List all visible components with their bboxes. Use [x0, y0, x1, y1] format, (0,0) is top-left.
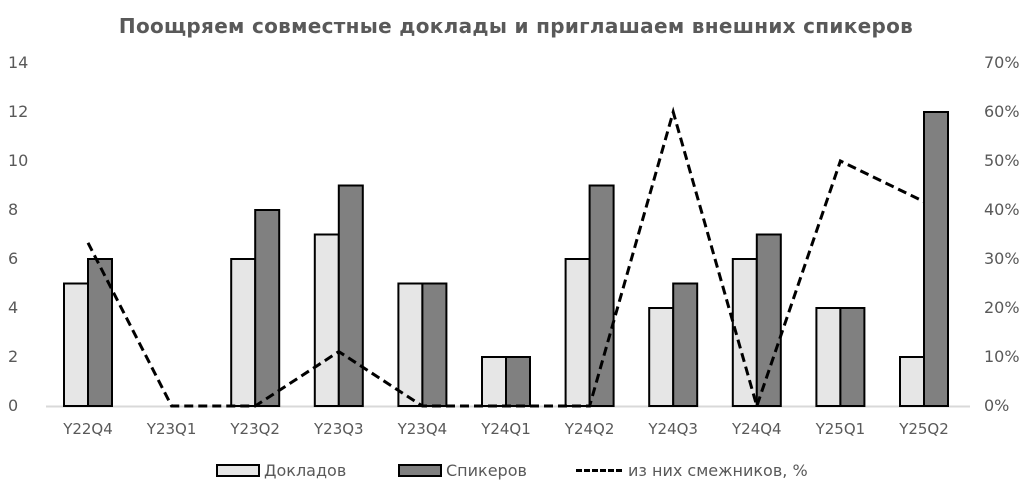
y2-tick-70: 70% — [984, 53, 1020, 72]
y2-tick-20: 20% — [984, 298, 1020, 317]
bar-speakers — [672, 282, 699, 407]
y-tick-6: 6 — [8, 249, 19, 268]
y2-tick-10: 10% — [984, 347, 1020, 366]
chart-title: Поощряем совместные доклады и приглашаем… — [118, 14, 914, 38]
y-tick-0: 0 — [8, 396, 19, 415]
y2-tick-60: 60% — [984, 102, 1020, 121]
legend-swatch-dark-bar — [398, 463, 442, 477]
bar-reports — [815, 307, 842, 407]
bar-reports — [230, 258, 257, 407]
x-tick-label: Y25Q1 — [815, 420, 866, 438]
legend-item-related: из них смежников, % — [576, 458, 808, 482]
y-tick-4: 4 — [8, 298, 19, 317]
bar-reports — [313, 233, 340, 407]
x-tick-label: Y24Q4 — [731, 420, 782, 438]
x-tick-label: Y23Q2 — [230, 420, 280, 438]
bar-speakers — [588, 184, 615, 407]
bar-speakers — [505, 356, 531, 407]
bar-series — [63, 111, 949, 407]
y-tick-10: 10 — [8, 151, 29, 170]
y2-tick-40: 40% — [984, 200, 1020, 219]
legend-swatch-dashed-line — [576, 468, 622, 472]
legend-label-related: из них смежников, % — [628, 460, 808, 480]
y-tick-8: 8 — [8, 200, 19, 219]
bar-reports — [63, 282, 89, 407]
bar-reports — [899, 356, 925, 407]
bar-speakers — [337, 184, 364, 407]
x-tick-label: Y25Q2 — [899, 420, 949, 438]
legend-item-speakers: Спикеров — [398, 458, 527, 482]
x-tick-label: Y23Q1 — [146, 420, 197, 438]
bar-speakers — [254, 209, 281, 407]
y-tick-12: 12 — [8, 102, 29, 121]
bar-reports — [397, 282, 424, 407]
x-tick-label: Y23Q4 — [397, 420, 448, 438]
percent-line-series — [86, 106, 925, 412]
legend-label-reports: Докладов — [264, 460, 347, 480]
bar-reports — [564, 258, 591, 407]
y2-tick-50: 50% — [984, 151, 1020, 170]
y-tick-2: 2 — [8, 347, 19, 366]
legend: Докладов Спикеров из них смежников, % — [0, 458, 1032, 482]
legend-label-speakers: Спикеров — [446, 460, 527, 480]
x-tick-label: Y23Q3 — [313, 420, 364, 438]
y2-tick-30: 30% — [984, 249, 1020, 268]
legend-item-reports: Докладов — [216, 458, 346, 482]
bar-speakers — [755, 233, 782, 407]
bar-reports — [481, 356, 507, 407]
x-tick-label: Y24Q3 — [648, 420, 698, 438]
x-tick-label: Y24Q2 — [564, 420, 615, 438]
bar-reports — [648, 307, 675, 407]
x-tick-label: Y22Q4 — [63, 420, 113, 438]
y-tick-14: 14 — [8, 53, 29, 72]
legend-swatch-light-bar — [216, 463, 260, 477]
bar-speakers — [923, 111, 949, 407]
bar-speakers — [839, 307, 866, 407]
x-tick-label: Y24Q1 — [481, 420, 531, 438]
bar-speakers — [421, 282, 448, 407]
y2-tick-0: 0% — [984, 396, 1010, 415]
